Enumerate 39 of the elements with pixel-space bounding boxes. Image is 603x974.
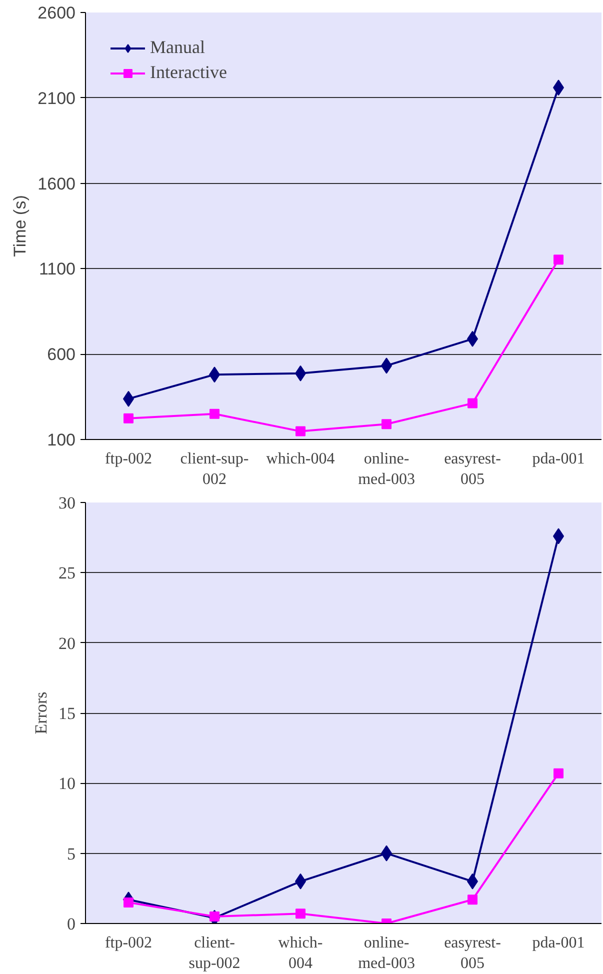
point [468, 894, 478, 905]
y-tick-label: 2100 [38, 88, 76, 108]
y-tick-label: 20 [58, 634, 76, 653]
y-tick-label: 1600 [38, 174, 76, 194]
x-tick-label: which-004 [266, 450, 335, 468]
x-tick-label: client-sup- 002 [180, 450, 249, 488]
x-tick-label: online- med-003 [358, 934, 415, 972]
y-tick-label: 1100 [38, 260, 76, 279]
point [296, 426, 306, 436]
point [554, 768, 564, 778]
x-tick-label: ftp-002 [104, 934, 152, 952]
y-axis-title: Errors [32, 692, 50, 734]
x-tick-label: which- 004 [278, 934, 323, 972]
y-tick-label: 30 [58, 494, 76, 512]
point [296, 908, 306, 919]
point [124, 413, 134, 424]
point [124, 897, 134, 908]
y-tick-label: 15 [58, 704, 76, 723]
x-tick-label: pda-001 [532, 450, 585, 468]
y-tick-label: 0 [67, 914, 76, 934]
y-axis-title: Time (s) [10, 195, 30, 257]
point [554, 254, 564, 265]
x-tick-label: ftp-002 [104, 450, 152, 468]
x-tick-label: easyrest- 005 [444, 934, 501, 972]
y-tick-label: 5 [67, 844, 76, 864]
y-tick-label: 10 [58, 774, 76, 794]
y-tick-label: 100 [47, 430, 76, 450]
y-tick-label: 600 [47, 345, 76, 364]
y-tick-label: 2600 [38, 4, 76, 22]
legend-label: Interactive [150, 62, 227, 83]
x-tick-label: online- med-003 [358, 450, 415, 488]
legend-label: Manual [150, 37, 205, 58]
point [382, 419, 392, 430]
point [210, 408, 220, 419]
x-tick-label: client- sup-002 [188, 934, 240, 972]
point [468, 398, 478, 408]
x-tick-label: easyrest- 005 [444, 450, 501, 488]
x-tick-label: pda-001 [532, 934, 585, 952]
y-tick-label: 25 [58, 564, 76, 583]
